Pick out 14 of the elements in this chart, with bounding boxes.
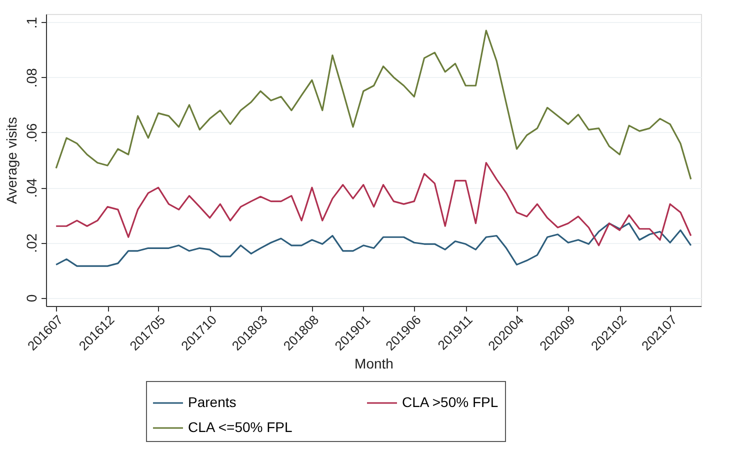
y-axis-title: Average visits [4,117,20,204]
y-tick-label: .04 [24,178,40,198]
line-series [55,30,692,180]
legend-label: Parents [188,394,236,410]
y-tick-label: .06 [24,123,40,143]
y-tick-label: .08 [24,68,40,88]
line-series [55,162,692,246]
legend-label: CLA >50% FPL [402,394,498,410]
legend-label: CLA <=50% FPL [188,419,293,435]
line-series [55,222,692,267]
y-tick-label: 0 [24,294,40,302]
y-tick-label: .1 [24,16,40,29]
x-axis-title: Month [354,355,394,372]
y-tick-label: .02 [24,233,40,253]
